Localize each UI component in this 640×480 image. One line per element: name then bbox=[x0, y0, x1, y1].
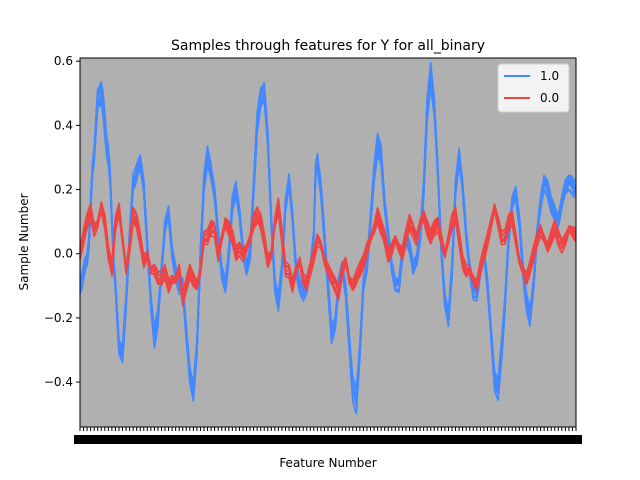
y-tick-label: 0.4 bbox=[54, 118, 73, 132]
chart-title: Samples through features for Y for all_b… bbox=[171, 38, 485, 54]
series-layer bbox=[79, 61, 577, 415]
series-line-0.0 bbox=[79, 207, 577, 305]
x-axis bbox=[74, 427, 582, 444]
x-axis-title: Feature Number bbox=[279, 456, 376, 470]
y-tick-label: −0.2 bbox=[44, 311, 73, 325]
y-tick-label: 0.0 bbox=[54, 247, 73, 261]
legend-label: 1.0 bbox=[540, 69, 559, 83]
series-0.0 bbox=[79, 197, 577, 307]
y-axis-title: Sample Number bbox=[17, 193, 31, 290]
x-tick-labels-overlap bbox=[74, 435, 582, 444]
series-line-1.0 bbox=[79, 81, 577, 400]
y-axis: −0.4 −0.2 0.0 0.2 0.4 0.6 bbox=[44, 54, 80, 389]
series-1.0 bbox=[79, 61, 577, 415]
y-tick-label: 0.6 bbox=[54, 54, 73, 68]
y-tick-label: 0.2 bbox=[54, 183, 73, 197]
y-tick-label: −0.4 bbox=[44, 375, 73, 389]
legend: 1.0 0.0 bbox=[497, 63, 570, 113]
series-line-0.0 bbox=[79, 201, 577, 300]
legend-label: 0.0 bbox=[540, 91, 559, 105]
